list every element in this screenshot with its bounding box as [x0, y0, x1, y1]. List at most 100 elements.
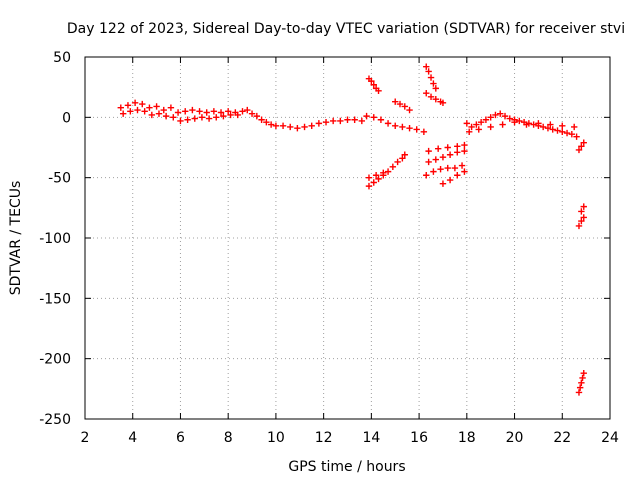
data-point	[119, 110, 127, 117]
data-point	[370, 81, 377, 88]
y-tick-label: -50	[48, 171, 71, 187]
x-tick-label: 4	[128, 430, 137, 446]
data-point	[423, 172, 430, 179]
data-point	[146, 104, 153, 111]
data-point	[227, 111, 234, 119]
data-point	[244, 106, 251, 114]
data-point	[308, 122, 315, 129]
data-point	[394, 158, 401, 166]
data-point	[559, 128, 566, 136]
data-point	[563, 129, 571, 137]
data-point	[413, 126, 420, 133]
data-point	[580, 203, 587, 210]
data-point	[315, 120, 323, 127]
data-point	[580, 214, 587, 221]
y-tick-label: 50	[53, 50, 71, 66]
data-point	[370, 114, 377, 121]
data-point	[406, 106, 413, 114]
data-point	[148, 111, 156, 119]
data-point	[220, 112, 227, 120]
data-point	[401, 151, 408, 158]
data-point	[399, 123, 406, 131]
data-point	[497, 110, 504, 117]
data-point	[370, 179, 377, 186]
data-point	[196, 108, 203, 115]
data-point	[258, 116, 265, 123]
data-point	[155, 110, 163, 117]
series-cluster-14-16-lower	[365, 151, 408, 190]
data-point	[117, 104, 124, 111]
data-point	[430, 80, 437, 87]
data-point	[506, 115, 513, 122]
data-point	[248, 110, 256, 117]
series-right-band	[463, 110, 580, 140]
data-point	[425, 147, 432, 155]
data-point	[580, 369, 587, 377]
data-point	[392, 122, 399, 129]
data-point	[392, 98, 399, 105]
data-point	[473, 121, 480, 128]
data-point	[461, 141, 468, 149]
data-point	[578, 379, 585, 386]
data-point	[575, 222, 583, 230]
data-point	[134, 106, 141, 114]
data-point	[329, 117, 337, 125]
data-points	[117, 63, 587, 396]
data-point	[272, 122, 280, 129]
data-point	[461, 168, 468, 175]
data-point	[141, 108, 148, 115]
data-point	[554, 127, 561, 134]
data-point	[451, 164, 459, 172]
data-point	[253, 112, 261, 120]
data-point	[475, 126, 482, 133]
data-point	[463, 120, 471, 127]
data-point	[372, 172, 380, 179]
data-point	[539, 123, 547, 131]
series-cluster-16-18-low	[423, 141, 468, 187]
data-point	[203, 109, 210, 116]
data-point	[384, 120, 392, 127]
data-point	[365, 182, 373, 190]
data-point	[425, 68, 432, 75]
data-point	[487, 114, 494, 121]
x-tick-label: 12	[315, 430, 333, 446]
data-point	[492, 111, 499, 119]
chart-title: Day 122 of 2023, Sidereal Day-to-day VTE…	[67, 21, 625, 37]
data-point	[167, 104, 175, 111]
data-point	[446, 176, 454, 184]
data-point	[127, 108, 134, 115]
data-point	[139, 100, 146, 108]
data-point	[160, 106, 167, 114]
data-point	[487, 123, 494, 131]
data-point	[389, 163, 397, 171]
data-point	[210, 108, 218, 115]
data-point	[434, 145, 442, 152]
data-point	[580, 139, 587, 146]
data-point	[523, 121, 530, 128]
data-point	[423, 63, 430, 70]
y-axis-label: SDTVAR / TECUs	[8, 181, 24, 296]
data-point	[213, 114, 220, 121]
x-tick-label: 8	[224, 430, 233, 446]
data-point	[267, 121, 275, 128]
data-point	[131, 99, 139, 107]
data-point	[365, 174, 373, 181]
data-point	[427, 74, 435, 81]
y-tick-labels: 50 0 -50 -100 -150 -200 -250	[39, 50, 71, 428]
data-point	[432, 156, 439, 163]
data-point	[337, 117, 344, 125]
y-tick-label: -100	[39, 231, 71, 247]
data-point	[368, 77, 375, 85]
series-cluster-14-16-upper	[365, 75, 413, 114]
data-point	[575, 146, 583, 154]
data-point	[432, 85, 439, 92]
data-point	[124, 102, 132, 109]
x-tick-label: 2	[81, 430, 90, 446]
y-tick-label: -150	[39, 291, 71, 307]
data-point	[177, 117, 184, 125]
data-point	[530, 121, 537, 128]
data-point	[575, 389, 583, 396]
y-tick-label: -250	[39, 412, 71, 428]
data-point	[444, 164, 451, 172]
data-point	[446, 151, 454, 158]
